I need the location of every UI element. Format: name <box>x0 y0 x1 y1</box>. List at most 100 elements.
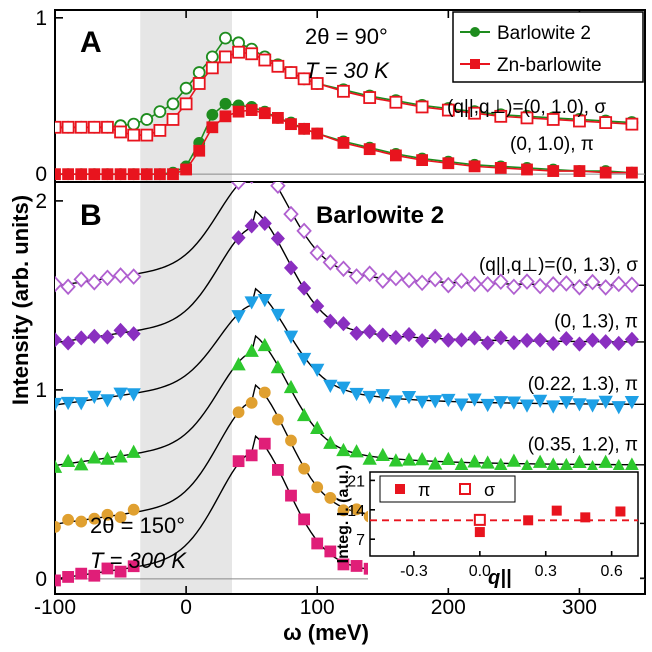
panel-b-data-point <box>466 275 483 293</box>
panel-a-data-point <box>219 50 232 64</box>
panel-b-data-point <box>572 398 587 412</box>
panel-b-data-point <box>428 328 443 344</box>
inset-x-tick-label: 0.3 <box>535 563 557 580</box>
panel-b-data-point <box>232 455 245 468</box>
panel-b-data-point <box>75 515 88 528</box>
legend-label-barlowite: Barlowite 2 <box>497 23 591 44</box>
panel-a-data-point <box>310 77 324 90</box>
panel-b-data-point <box>454 332 469 348</box>
panel-a-data-point <box>101 120 114 134</box>
panel-b-data-point <box>55 332 63 348</box>
panel-b-data-point <box>532 277 548 295</box>
panel-a-data-point <box>468 160 481 173</box>
inset-y-tick-label: 21 <box>347 473 365 490</box>
panel-a-data-point <box>337 84 350 98</box>
x-axis-label: ω (meV) <box>283 620 369 645</box>
panel-a-data-point <box>232 105 245 118</box>
legend-marker-zn <box>470 59 480 69</box>
panel-a-data-point <box>599 166 612 179</box>
panel-b-data-point <box>60 396 76 411</box>
panel-b-data-point <box>335 260 352 278</box>
panel-a-data-point <box>206 108 219 121</box>
panel-b-data-point <box>598 454 613 468</box>
panel-b-data-point <box>349 387 364 402</box>
panel-b-data-point <box>88 569 101 582</box>
panel-b-data-point <box>532 394 548 409</box>
panel-a-data-point <box>442 157 455 170</box>
panel-b-data-point <box>62 571 75 583</box>
panel-b-data-point <box>231 310 246 324</box>
panel-b-data-point <box>296 222 312 240</box>
panel-b-data-point <box>244 296 259 310</box>
panel-a-data-point <box>625 166 638 179</box>
panel-a-data-point <box>232 45 245 59</box>
panel-b-data-point <box>414 274 430 292</box>
legend-label-zn: Zn-barlowite <box>497 55 602 76</box>
panel-b-data-point <box>270 182 286 195</box>
panel-a-data-point <box>271 111 284 124</box>
panel-b-data-point <box>55 459 63 473</box>
inset-legend-sigma-marker <box>459 483 471 495</box>
panel-b-data-point <box>533 332 548 348</box>
inset-y-label: Integ. I. (a.u.) <box>335 465 352 564</box>
panel-a-temperature: T = 30 K <box>305 58 390 83</box>
panel-a-data-point <box>75 168 88 181</box>
panel-b-data-point <box>75 567 88 580</box>
panel-b-data-point <box>506 278 522 296</box>
panel-b-data-point <box>296 352 312 367</box>
panel-a-data-point <box>311 127 324 140</box>
panel-a-data-point <box>389 149 402 162</box>
panel-b-data-point <box>113 449 128 463</box>
panel-b-data-point <box>493 396 508 410</box>
panel-b-data-point <box>506 335 521 351</box>
x-tick-label: 200 <box>431 596 466 619</box>
x-tick-label: -100 <box>34 596 76 619</box>
panel-b-data-point <box>232 406 245 419</box>
panel-b-data-point <box>388 269 404 287</box>
panel-a-data-point <box>245 104 258 116</box>
panel-b-data-point <box>624 276 640 294</box>
panel-b-data-point <box>258 386 271 399</box>
panel-a-data-point <box>363 143 376 156</box>
inset-pi-point <box>474 527 485 538</box>
panel-a-label-pi: (0, 1.0), π <box>510 134 594 155</box>
panel-a-data-point <box>179 97 193 111</box>
panel-a-data-point <box>153 105 167 119</box>
panel-a-data-point <box>87 120 101 134</box>
panel-b-data-point <box>559 396 574 410</box>
panel-a-data-point <box>55 168 61 181</box>
panel-b-data-point <box>480 335 495 351</box>
panel-b-data-point <box>323 379 338 393</box>
panel-a-data-point <box>625 117 639 131</box>
panel-a-data-point <box>441 103 455 117</box>
panel-b-data-point <box>611 458 626 473</box>
panel-b-data-point <box>311 537 324 550</box>
panel-a-data-point <box>166 113 180 126</box>
panel-b-data-point <box>113 387 128 401</box>
panel-b-data-point <box>60 453 76 467</box>
panel-a-data-point <box>153 168 166 181</box>
panel-b-data-point <box>375 327 390 343</box>
panel-a-data-point <box>205 50 219 64</box>
panel-a-data-point <box>389 95 403 109</box>
panel-b-data-point <box>336 316 351 332</box>
panel-b-data-point <box>74 330 89 346</box>
panel-b-data-point <box>62 513 75 526</box>
panel-b-data-point <box>100 329 115 345</box>
y-tick-label-a: 0 <box>35 163 47 186</box>
panel-b-data-point <box>559 330 574 347</box>
panel-a-label-sigma: (q||,q⊥)=(0, 1.0), σ <box>447 97 606 118</box>
panel-b-fit-line <box>55 210 645 344</box>
panel-b-data-point <box>101 562 114 575</box>
panel-b-data-point <box>230 182 247 191</box>
x-tick-label: 300 <box>562 596 597 619</box>
panel-b-data-point <box>258 437 271 450</box>
panel-b-data-point <box>310 420 325 434</box>
panel-b-fit-line <box>55 287 645 406</box>
panel-b-data-point <box>519 273 535 290</box>
inset-legend-pi-marker <box>395 484 405 494</box>
panel-a-data-point <box>153 124 167 137</box>
panel-b-data-point <box>584 273 601 291</box>
panel-b-data-point <box>127 560 140 573</box>
panel-b-data-point <box>322 254 339 271</box>
